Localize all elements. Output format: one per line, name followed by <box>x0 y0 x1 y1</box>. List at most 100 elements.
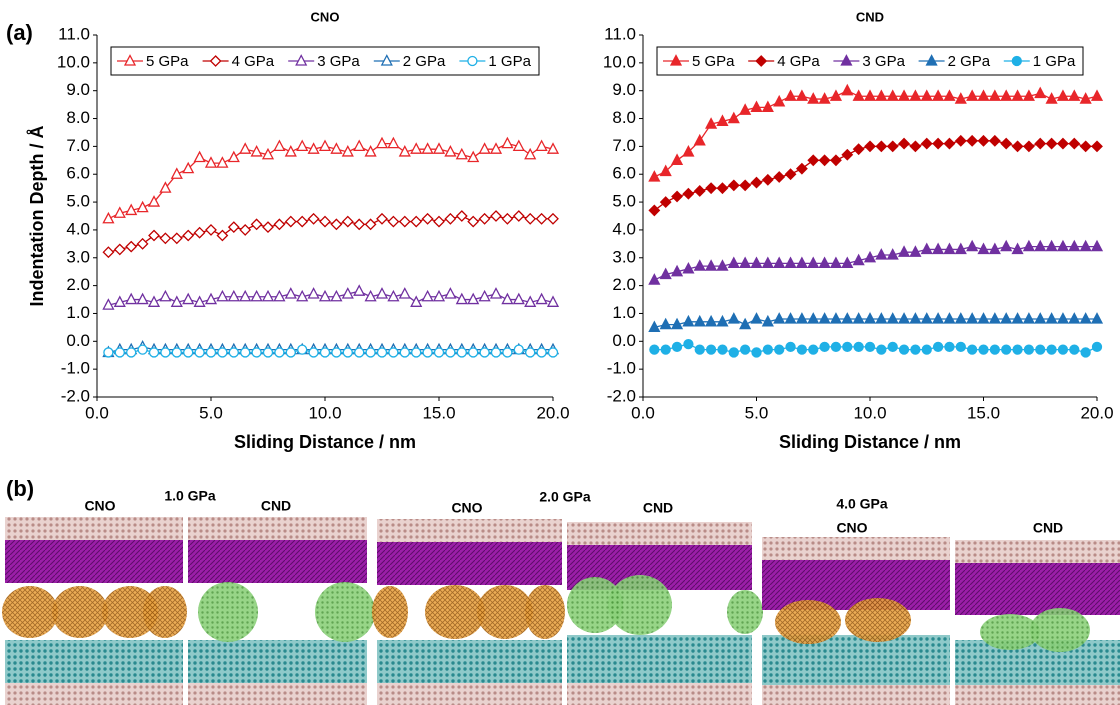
data-point <box>1079 140 1092 153</box>
data-point <box>1091 140 1103 153</box>
data-point <box>1011 242 1024 255</box>
data-point <box>955 341 966 353</box>
diamond-particle <box>198 582 258 642</box>
legend-label: 5 GPa <box>146 53 189 70</box>
legend-label: 3 GPa <box>862 53 905 70</box>
data-point <box>341 287 354 299</box>
y-tick-label: -1.0 <box>607 359 636 378</box>
panel-caption: CND <box>1033 520 1063 536</box>
data-point <box>216 289 229 302</box>
data-point <box>456 347 467 358</box>
data-point <box>535 292 548 305</box>
structure-snapshot <box>188 517 375 705</box>
y-tick-label: 10.0 <box>603 52 636 71</box>
series-line <box>108 348 553 354</box>
series-line <box>654 343 1098 354</box>
data-point <box>422 347 433 358</box>
slider-layer <box>955 563 1120 615</box>
data-point <box>988 134 1001 147</box>
data-point <box>297 344 308 355</box>
data-point <box>761 256 774 268</box>
data-point <box>239 289 252 302</box>
data-point <box>841 312 854 324</box>
data-point <box>194 347 205 358</box>
data-point <box>182 292 195 305</box>
data-point <box>1001 344 1012 355</box>
data-point <box>897 245 911 257</box>
y-tick-label: 0.0 <box>66 331 90 350</box>
data-point <box>535 139 548 152</box>
data-point <box>660 344 671 355</box>
diamond-particle <box>980 614 1040 650</box>
data-point <box>205 224 217 236</box>
data-point <box>795 162 808 175</box>
data-point <box>240 347 251 358</box>
data-point <box>261 289 275 302</box>
series-line <box>108 215 553 253</box>
data-point <box>1045 239 1058 252</box>
data-point <box>852 89 865 101</box>
data-point <box>1056 312 1070 324</box>
data-point <box>978 344 989 355</box>
data-point <box>807 92 820 104</box>
substrate-bottom <box>567 683 752 705</box>
legend-marker <box>669 54 683 66</box>
data-point <box>170 232 183 245</box>
data-point <box>705 117 718 129</box>
legend-label: 3 GPa <box>317 53 360 70</box>
data-point <box>331 347 342 358</box>
data-point <box>920 137 933 150</box>
data-point <box>1069 344 1080 355</box>
data-point <box>455 147 468 160</box>
x-tick-label: 20.0 <box>536 403 569 422</box>
data-point <box>1045 137 1058 150</box>
onion-particle <box>477 585 533 639</box>
panel-pressure: 2.0 GPa <box>539 489 591 505</box>
data-point <box>1057 137 1069 150</box>
data-point <box>262 347 274 358</box>
data-point <box>762 344 773 355</box>
y-tick-label: 7.0 <box>612 136 636 155</box>
data-point <box>875 89 888 101</box>
y-tick-label: 1.0 <box>66 303 90 322</box>
data-point <box>954 312 967 324</box>
data-point <box>1068 137 1081 150</box>
data-point <box>147 295 161 307</box>
data-point <box>853 341 864 353</box>
substrate-top <box>762 537 950 560</box>
data-point <box>966 134 979 147</box>
legend-label: 4 GPa <box>232 53 275 70</box>
data-point <box>670 153 684 165</box>
data-point <box>193 226 206 239</box>
onion-particle <box>775 600 841 644</box>
data-point <box>682 262 695 274</box>
data-point <box>364 145 377 157</box>
data-point <box>398 287 411 299</box>
data-point <box>886 89 899 101</box>
data-point <box>307 212 320 225</box>
data-point <box>909 312 922 324</box>
data-point <box>273 139 286 152</box>
legend-marker <box>1011 55 1022 67</box>
x-tick-label: 5.0 <box>199 403 223 422</box>
data-point <box>1056 89 1070 101</box>
data-point <box>455 292 468 305</box>
data-point <box>852 253 865 266</box>
data-point <box>284 145 297 157</box>
data-point <box>1079 239 1092 252</box>
panel-caption: CNO <box>451 500 482 516</box>
base-layer <box>5 640 183 683</box>
data-point <box>103 347 114 358</box>
data-point <box>113 206 126 218</box>
data-point <box>102 298 115 310</box>
legend-marker <box>380 54 393 66</box>
x-tick-label: 20.0 <box>1080 403 1113 422</box>
data-point <box>739 103 752 115</box>
data-point <box>467 292 480 305</box>
legend-label: 4 GPa <box>777 53 820 70</box>
data-point <box>125 240 138 253</box>
data-point <box>1034 86 1047 99</box>
data-point <box>250 289 263 302</box>
data-point <box>1079 92 1092 104</box>
data-point <box>693 314 706 327</box>
